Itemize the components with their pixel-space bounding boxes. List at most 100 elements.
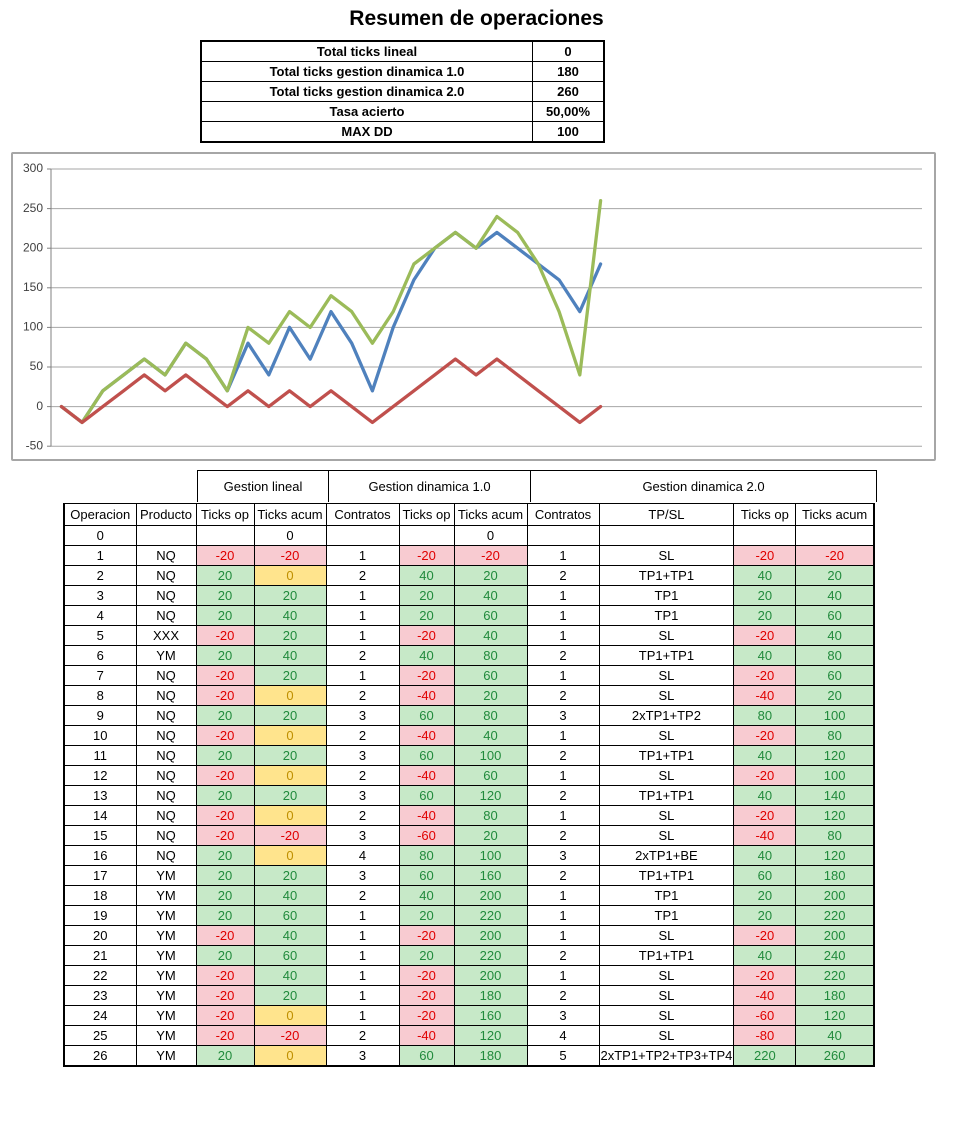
line-chart[interactable]: 300 250 200 150 100 50 0 -50 [11, 152, 936, 461]
cell-producto[interactable]: YM [135, 885, 197, 906]
cell-contratos-d2[interactable]: 1 [526, 605, 600, 626]
cell-ticks-op-lineal[interactable]: -20 [195, 665, 255, 686]
cell-ticks-acum-d1[interactable]: 220 [453, 905, 528, 926]
cell-ticks-op-d1[interactable]: 40 [398, 885, 455, 906]
column-header-ticks-acum-d1[interactable]: Ticks acum [453, 503, 528, 526]
cell-contratos-d2[interactable]: 2 [526, 745, 600, 766]
cell-ticks-op-d1[interactable]: 60 [398, 745, 455, 766]
cell-ticks-op-d2[interactable]: -20 [733, 545, 797, 566]
cell-ticks-op-lineal[interactable]: 20 [195, 905, 255, 926]
cell-producto[interactable]: NQ [135, 845, 197, 866]
cell-contratos-d1[interactable]: 3 [325, 865, 400, 886]
cell-contratos-d2[interactable]: 2 [526, 645, 600, 666]
cell-producto[interactable]: NQ [135, 785, 197, 806]
cell-tp-sl[interactable]: SL [598, 545, 735, 566]
cell-tp-sl[interactable]: SL [598, 825, 735, 846]
cell-contratos-d2[interactable]: 2 [526, 825, 600, 846]
cell-ticks-op-d1[interactable]: -60 [398, 825, 455, 846]
cell-contratos-d2[interactable]: 1 [526, 885, 600, 906]
cell-ticks-op-lineal[interactable]: 20 [195, 605, 255, 626]
cell-ticks-acum-lineal[interactable]: 0 [253, 685, 327, 706]
cell-contratos-d1[interactable]: 1 [325, 945, 400, 966]
cell-ticks-acum-lineal[interactable]: 40 [253, 605, 327, 626]
cell-tp-sl[interactable]: TP1 [598, 905, 735, 926]
column-header-ticks-op-lineal[interactable]: Ticks op [195, 503, 255, 526]
cell-contratos-d1[interactable]: 1 [325, 985, 400, 1006]
cell-operacion[interactable]: 11 [63, 745, 137, 766]
cell-ticks-op-lineal[interactable]: -20 [195, 1025, 255, 1046]
cell-ticks-acum-d2[interactable]: 100 [795, 765, 875, 786]
cell-ticks-op-d2[interactable]: 40 [733, 565, 797, 586]
cell-producto[interactable] [135, 525, 197, 546]
cell-ticks-op-d2[interactable]: 60 [733, 865, 797, 886]
cell-ticks-op-d2[interactable]: 40 [733, 645, 797, 666]
cell-operacion[interactable]: 15 [63, 825, 137, 846]
cell-producto[interactable]: NQ [135, 725, 197, 746]
cell-contratos-d2[interactable]: 1 [526, 665, 600, 686]
cell-operacion[interactable]: 5 [63, 625, 137, 646]
cell-ticks-acum-d2[interactable]: 120 [795, 745, 875, 766]
column-header-contratos-d1[interactable]: Contratos [325, 503, 400, 526]
cell-contratos-d2[interactable]: 3 [526, 845, 600, 866]
cell-ticks-op-d2[interactable]: 40 [733, 745, 797, 766]
cell-operacion[interactable]: 24 [63, 1005, 137, 1026]
cell-ticks-acum-lineal[interactable]: 0 [253, 725, 327, 746]
cell-tp-sl[interactable]: SL [598, 1025, 735, 1046]
cell-ticks-op-d1[interactable]: 20 [398, 945, 455, 966]
cell-ticks-op-lineal[interactable]: -20 [195, 725, 255, 746]
cell-ticks-acum-d1[interactable]: 100 [453, 845, 528, 866]
cell-contratos-d1[interactable]: 1 [325, 905, 400, 926]
cell-operacion[interactable]: 0 [63, 525, 137, 546]
cell-tp-sl[interactable]: TP1+TP1 [598, 785, 735, 806]
cell-ticks-op-lineal[interactable]: -20 [195, 1005, 255, 1026]
cell-operacion[interactable]: 17 [63, 865, 137, 886]
cell-ticks-op-lineal[interactable]: -20 [195, 805, 255, 826]
cell-ticks-op-d1[interactable]: 60 [398, 1045, 455, 1067]
cell-operacion[interactable]: 4 [63, 605, 137, 626]
cell-contratos-d1[interactable]: 2 [325, 725, 400, 746]
cell-ticks-op-d1[interactable]: -20 [398, 925, 455, 946]
cell-ticks-op-d1[interactable] [398, 525, 455, 546]
cell-ticks-op-d2[interactable] [733, 525, 797, 546]
cell-contratos-d2[interactable]: 2 [526, 985, 600, 1006]
cell-contratos-d1[interactable]: 3 [325, 785, 400, 806]
cell-contratos-d1[interactable]: 3 [325, 745, 400, 766]
cell-contratos-d2[interactable]: 4 [526, 1025, 600, 1046]
cell-ticks-op-d2[interactable]: -60 [733, 1005, 797, 1026]
cell-ticks-op-d2[interactable]: 20 [733, 885, 797, 906]
cell-operacion[interactable]: 25 [63, 1025, 137, 1046]
cell-ticks-acum-lineal[interactable]: 20 [253, 625, 327, 646]
cell-ticks-acum-d2[interactable]: 260 [795, 1045, 875, 1067]
cell-ticks-op-d1[interactable]: -20 [398, 665, 455, 686]
cell-tp-sl[interactable]: SL [598, 685, 735, 706]
cell-ticks-op-d1[interactable]: -40 [398, 805, 455, 826]
cell-ticks-acum-d2[interactable]: 220 [795, 965, 875, 986]
cell-contratos-d2[interactable]: 1 [526, 925, 600, 946]
summary-label-total-ticks-lineal[interactable]: Total ticks lineal [200, 40, 533, 62]
cell-ticks-op-d1[interactable]: -20 [398, 985, 455, 1006]
cell-ticks-op-d1[interactable]: 60 [398, 865, 455, 886]
cell-ticks-op-d2[interactable]: -20 [733, 725, 797, 746]
cell-tp-sl[interactable]: 2xTP1+TP2 [598, 705, 735, 726]
cell-ticks-acum-d1[interactable]: 200 [453, 965, 528, 986]
cell-ticks-op-lineal[interactable]: -20 [195, 685, 255, 706]
column-header-operacion[interactable]: Operacion [63, 503, 137, 526]
cell-ticks-acum-d2[interactable]: 40 [795, 585, 875, 606]
cell-contratos-d1[interactable]: 1 [325, 665, 400, 686]
cell-ticks-op-lineal[interactable]: 20 [195, 865, 255, 886]
cell-ticks-op-d2[interactable]: -40 [733, 985, 797, 1006]
cell-ticks-acum-lineal[interactable]: 0 [253, 765, 327, 786]
cell-ticks-acum-lineal[interactable]: 0 [253, 525, 327, 546]
cell-ticks-op-d2[interactable]: -20 [733, 925, 797, 946]
cell-contratos-d1[interactable]: 2 [325, 885, 400, 906]
cell-ticks-acum-lineal[interactable]: 20 [253, 665, 327, 686]
cell-ticks-op-lineal[interactable]: -20 [195, 925, 255, 946]
cell-ticks-acum-d1[interactable]: 60 [453, 765, 528, 786]
cell-ticks-op-lineal[interactable]: 20 [195, 705, 255, 726]
cell-ticks-op-d1[interactable]: -40 [398, 1025, 455, 1046]
cell-ticks-op-lineal[interactable]: 20 [195, 885, 255, 906]
cell-ticks-op-d2[interactable]: -80 [733, 1025, 797, 1046]
cell-ticks-op-lineal[interactable]: 20 [195, 1045, 255, 1067]
cell-tp-sl[interactable]: SL [598, 765, 735, 786]
cell-ticks-op-d1[interactable]: -20 [398, 965, 455, 986]
